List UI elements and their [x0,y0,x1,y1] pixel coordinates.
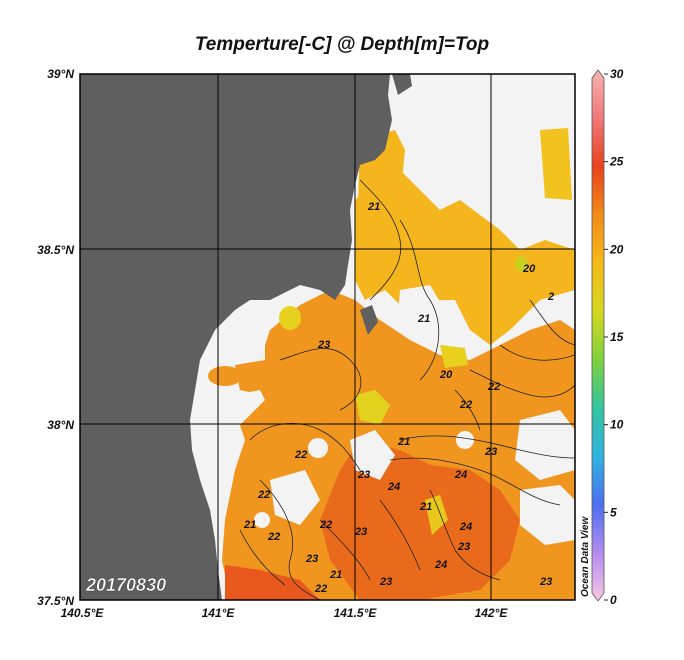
contour-label: 22 [459,399,472,411]
contour-label: 21 [243,519,256,531]
contour-label: 20 [439,369,453,381]
map-title: Temperture[-C] @ Depth[m]=Top [194,34,490,55]
sst-region-cool-offshore [425,495,448,535]
contour-label: 23 [305,553,318,565]
land-island-north [392,74,412,95]
lat-label-38n: 38°N [47,418,74,432]
colorbar: 30 25 20 15 10 5 0 [591,67,624,607]
colorbar-tick-label: 0 [610,593,617,607]
lon-label-142e: 142°E [475,606,509,620]
colorbar-body [591,69,605,602]
contour-label: 24 [454,469,467,481]
colorbar-tick-label: 30 [610,67,624,81]
colorbar-tick-label: 25 [609,155,624,169]
sst-region-warm-south [320,440,520,600]
no-data-gap-small-2 [456,431,474,449]
contour-label: 22 [314,583,327,595]
no-data-gap-center [350,430,395,480]
contour-label: 21 [367,201,380,213]
no-data-gap-southwest [270,470,320,525]
contour-label: 23 [357,469,370,481]
sst-region-cool-patch [440,345,468,368]
sst-blob-west [208,366,242,386]
no-data-gap-north [398,285,445,330]
contour-label: 2 [547,291,554,303]
contour-lines [239,179,575,600]
contour-label: 23 [379,576,392,588]
lon-label-140-5e: 140.5°E [61,606,105,620]
contour-label: 20 [522,263,536,275]
lon-label-141-5e: 141.5°E [334,606,378,620]
colorbar-ticks: 30 25 20 15 10 5 0 [604,67,624,607]
plot-frame [79,73,576,601]
no-data-gap-southeast [520,485,575,545]
colorbar-tick-label: 20 [609,242,624,256]
contour-label: 21 [397,436,410,448]
contour-label: 24 [459,521,472,533]
sst-region-northeast-blob [540,128,572,200]
contour-label: 22 [257,489,270,501]
sst-blob-coast [279,306,301,330]
contour-label: 22 [294,449,307,461]
grid-lines [80,74,575,600]
no-data-gap-east [515,410,575,480]
date-label: 20170830 [85,575,166,595]
contour-label: 21 [419,501,432,513]
contour-label: 23 [457,541,470,553]
contour-label: 23 [354,526,367,538]
ocean-data-view-credit: Ocean Data View [580,516,591,597]
no-data-gap-small-3 [254,512,270,528]
colorbar-tick-label: 15 [610,330,624,344]
contour-label: 21 [417,313,430,325]
land-island-oshika [360,305,378,335]
land-honshu [80,74,392,600]
contour-label: 23 [317,339,330,351]
contour-label: 22 [319,519,332,531]
contour-label: 22 [267,531,280,543]
contour-label: 22 [487,381,500,393]
lat-label-39n: 39°N [47,67,74,81]
lat-label-37-5n: 37.5°N [37,594,74,608]
contour-label: 23 [539,576,552,588]
contour-label: 24 [434,559,447,571]
lat-label-38-5n: 38.5°N [37,243,74,257]
sst-region-cool-center [355,390,390,425]
lon-label-141e: 141°E [202,606,236,620]
colorbar-tick-label: 10 [610,418,624,432]
contour-labels: 2120223212220222122222324242321232223242… [243,201,554,595]
contour-label: 21 [329,569,342,581]
sst-region-warm-southwest [225,565,320,600]
no-data-gap-small-1 [308,438,328,458]
sst-blob-offshore [515,256,527,272]
contour-label: 24 [387,481,400,493]
colorbar-tick-label: 5 [610,505,617,519]
